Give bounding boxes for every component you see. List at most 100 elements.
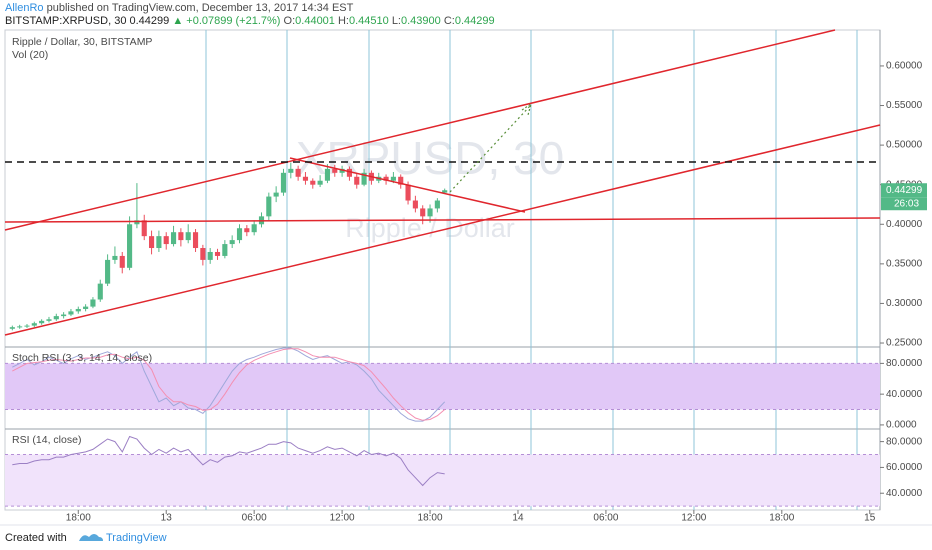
x-tick-label: 15 (864, 513, 876, 524)
pane-title: Ripple / Dollar, 30, BITSTAMP (12, 36, 152, 48)
price: 0.44299 (130, 15, 170, 27)
candle-body (192, 232, 199, 249)
h-value: 0.44510 (349, 15, 389, 27)
l-value: 0.43900 (401, 15, 441, 27)
c-label: C: (444, 15, 455, 27)
candle-body (97, 283, 103, 300)
candle-body (251, 224, 257, 233)
y-tick-label: 0.25000 (886, 338, 923, 349)
brand-logo (79, 534, 103, 541)
y-tick-label: 0.35000 (886, 258, 923, 269)
x-tick-label: 12:00 (330, 513, 355, 524)
published: published on TradingView.com, December 1… (47, 2, 354, 14)
y-tick-label: 40.0000 (886, 488, 923, 499)
candle-body (324, 168, 331, 181)
candle-body (185, 232, 191, 241)
trend-lines (4, 29, 881, 336)
x-tick-label: 18:00 (66, 513, 91, 524)
candle-body (302, 176, 309, 181)
candle-body (229, 240, 235, 245)
candle-body (127, 224, 133, 268)
candle-body (53, 316, 59, 320)
channel-upper (4, 29, 836, 231)
candle-body (31, 323, 37, 326)
candle-body (346, 168, 352, 177)
last-price-box (881, 183, 927, 198)
candle-body (361, 172, 367, 185)
y-tick-label: 0.50000 (886, 140, 923, 151)
candle-body (317, 180, 323, 185)
candle-body (17, 326, 23, 328)
candle-body (295, 168, 301, 177)
candle-body (163, 236, 169, 245)
support-line (4, 217, 881, 223)
symbol-line: BITSTAMP:XRPUSD, 30 0.44299 ▲ +0.07899 (… (5, 15, 495, 27)
footer-created: Created with (5, 532, 67, 544)
candle-body (427, 208, 433, 217)
candle-body (112, 255, 118, 260)
candle-body (178, 232, 184, 241)
stoch-title: Stoch RSI (3, 3, 14, 14, close) (12, 352, 152, 364)
indicator-line (12, 435, 445, 487)
volume-label: Vol (20) (12, 49, 48, 61)
header-line: AllenRo published on TradingView.com, De… (5, 2, 354, 14)
candle-body (236, 228, 243, 241)
candle-body (383, 176, 389, 181)
y-tick-label: 0.40000 (886, 219, 923, 230)
countdown-box (881, 197, 927, 211)
candle-body (222, 244, 228, 256)
candle-body (398, 176, 404, 185)
change: ▲ +0.07899 (+21.7%) (172, 15, 280, 27)
candle-body (332, 168, 338, 173)
candle-body (68, 311, 74, 315)
footer-brand: TradingView (106, 532, 167, 544)
x-tick-label: 14 (512, 513, 524, 524)
y-tick-label: 60.0000 (886, 462, 923, 473)
candle-body (90, 299, 96, 307)
candle-body (149, 236, 155, 249)
y-tick-label: 0.60000 (886, 61, 923, 72)
candle-body (273, 192, 279, 197)
candle-body (442, 190, 448, 193)
band (5, 454, 880, 507)
candle-body (207, 251, 213, 260)
candle-body (405, 184, 411, 201)
candle-body (434, 200, 440, 209)
x-tick-label: 06:00 (593, 513, 618, 524)
candle-body (75, 308, 81, 312)
resistance-line (289, 157, 526, 213)
candle-body (46, 319, 52, 321)
x-tick-label: 13 (161, 513, 173, 524)
y-tick-label: 80.0000 (886, 358, 923, 369)
o-label: O: (284, 15, 296, 27)
candle-body (266, 196, 272, 217)
candle-body (288, 168, 294, 173)
indicator-line (12, 347, 446, 422)
o-value: 0.44001 (295, 15, 335, 27)
x-tick-label: 18:00 (418, 513, 443, 524)
candle-body (420, 208, 426, 217)
candle-body (390, 176, 396, 181)
candle-body (310, 180, 316, 185)
candle-body (39, 320, 45, 324)
c-value: 0.44299 (455, 15, 495, 27)
candle-body (141, 220, 147, 237)
author: AllenRo (5, 2, 44, 14)
candle-body (200, 248, 206, 260)
candle-body (61, 314, 67, 317)
symbol: BITSTAMP:XRPUSD, 30 (5, 15, 126, 27)
h-label: H: (338, 15, 349, 27)
countdown-label: 26:03 (894, 198, 919, 209)
indicator-line (12, 348, 446, 421)
candle-body (339, 168, 345, 173)
y-tick-label: 40.0000 (886, 389, 923, 400)
marks (5, 162, 880, 507)
y-tick-label: 0.30000 (886, 298, 923, 309)
band (5, 363, 880, 410)
candle-body (24, 325, 30, 327)
candle-body (156, 236, 162, 249)
rsi-title: RSI (14, close) (12, 434, 81, 446)
candle-body (280, 172, 287, 193)
